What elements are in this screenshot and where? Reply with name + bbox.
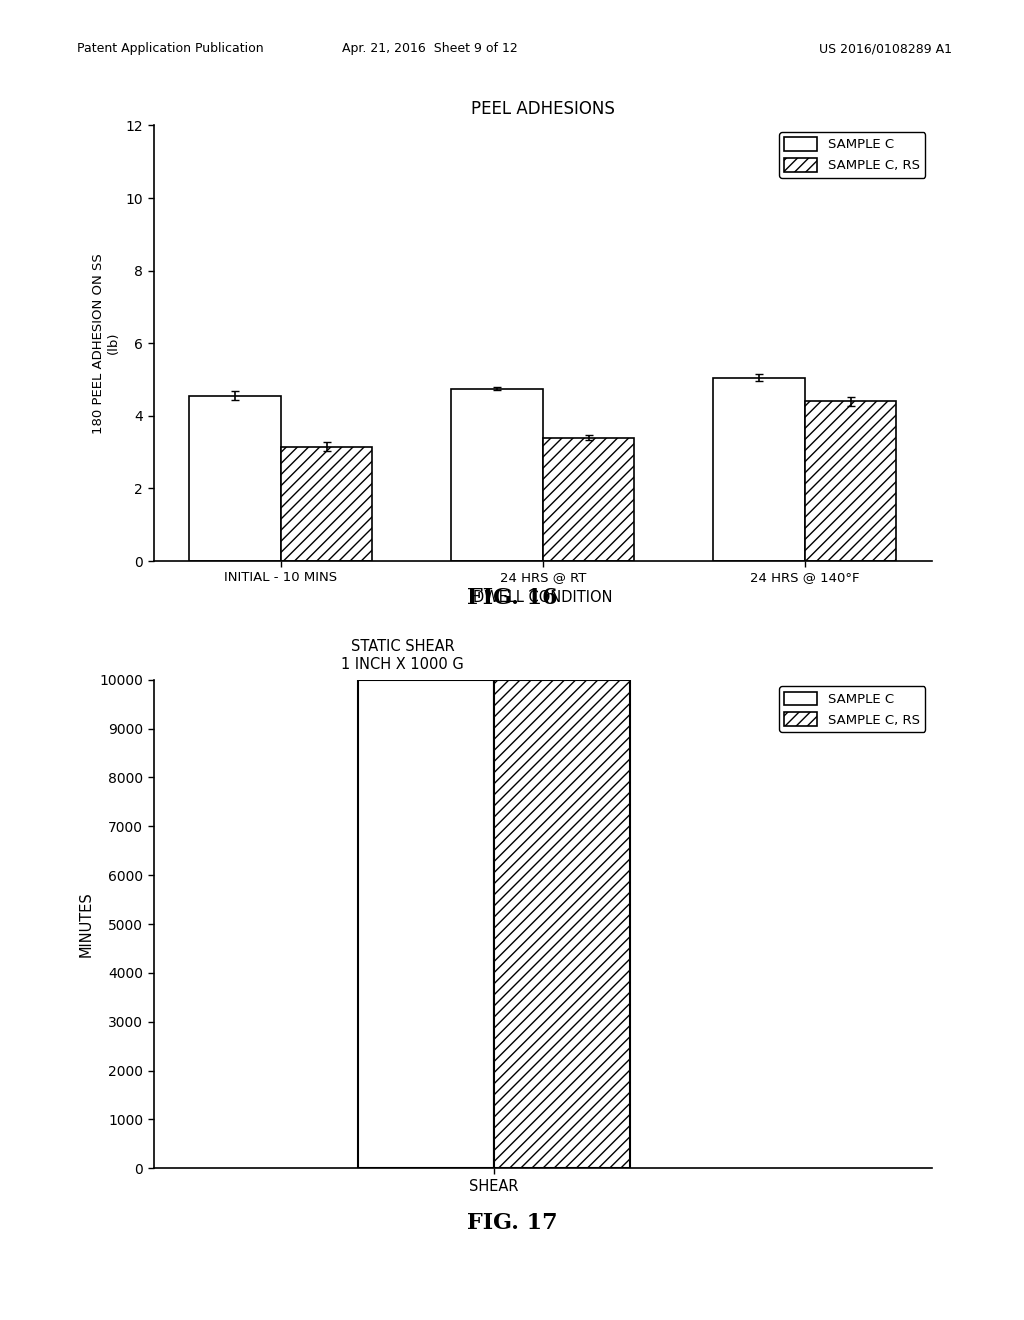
Text: US 2016/0108289 A1: US 2016/0108289 A1 xyxy=(819,42,952,55)
Bar xyxy=(358,680,495,1168)
Bar xyxy=(543,438,635,561)
Text: FIG. 17: FIG. 17 xyxy=(467,1212,557,1234)
Text: Apr. 21, 2016  Sheet 9 of 12: Apr. 21, 2016 Sheet 9 of 12 xyxy=(342,42,518,55)
Bar xyxy=(805,401,896,561)
Bar xyxy=(495,680,631,1168)
Y-axis label: MINUTES: MINUTES xyxy=(79,891,94,957)
Text: Patent Application Publication: Patent Application Publication xyxy=(77,42,263,55)
Y-axis label: 180 PEEL ADHESION ON SS
(lb): 180 PEEL ADHESION ON SS (lb) xyxy=(92,253,120,433)
X-axis label: DWELL CONDITION: DWELL CONDITION xyxy=(473,590,612,605)
Bar xyxy=(713,378,805,561)
Bar xyxy=(451,388,543,561)
Title: PEEL ADHESIONS: PEEL ADHESIONS xyxy=(471,100,614,119)
Legend: SAMPLE C, SAMPLE C, RS: SAMPLE C, SAMPLE C, RS xyxy=(779,132,926,178)
Title: STATIC SHEAR
1 INCH X 1000 G: STATIC SHEAR 1 INCH X 1000 G xyxy=(341,639,464,672)
Bar xyxy=(281,446,373,561)
Legend: SAMPLE C, SAMPLE C, RS: SAMPLE C, SAMPLE C, RS xyxy=(779,686,926,733)
Bar xyxy=(189,396,281,561)
Text: FIG. 16: FIG. 16 xyxy=(467,587,557,610)
